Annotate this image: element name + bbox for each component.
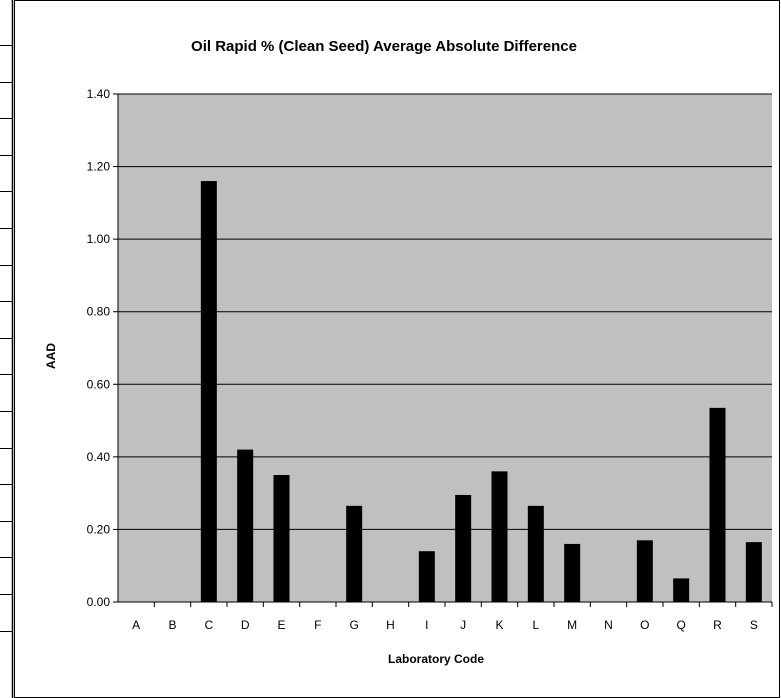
bar-e: [273, 475, 290, 602]
y-tick-label: 1.00: [87, 232, 111, 246]
x-tick-label: D: [241, 618, 250, 632]
bar-j: [455, 494, 472, 602]
x-tick-label: S: [750, 618, 758, 632]
bar-c: [200, 181, 217, 603]
y-tick-label: 0.40: [87, 450, 111, 464]
chart-title: Oil Rapid % (Clean Seed) Average Absolut…: [191, 38, 577, 55]
x-tick-label: G: [349, 618, 358, 632]
y-tick-label: 0.20: [87, 522, 111, 536]
x-tick-label: K: [495, 618, 503, 632]
x-tick-label: R: [713, 618, 722, 632]
bar-l: [527, 505, 544, 602]
bar-s: [745, 542, 762, 602]
x-axis-label: Laboratory Code: [388, 652, 484, 666]
y-tick-label: 0.00: [87, 595, 111, 609]
x-tick-label: C: [204, 618, 213, 632]
bar-d: [237, 449, 254, 602]
x-tick-label: M: [567, 618, 577, 632]
bar-o: [636, 540, 653, 602]
x-tick-label: F: [314, 618, 321, 632]
y-tick-label: 1.40: [87, 87, 111, 101]
bars: [200, 181, 762, 603]
x-tick-label: B: [168, 618, 176, 632]
x-tick-label: N: [604, 618, 613, 632]
gridlines: [118, 93, 772, 530]
x-tick-label: Q: [676, 618, 685, 632]
y-axis-ticks: 0.00 0.20 0.40 0.60 0.80 1.00 1.20 1.40: [87, 87, 118, 609]
bar-g: [346, 505, 363, 602]
bar-q: [673, 578, 690, 602]
y-tick-label: 1.20: [87, 160, 111, 174]
x-tick-label: I: [425, 618, 428, 632]
x-tick-label: O: [640, 618, 649, 632]
y-tick-label: 0.60: [87, 377, 111, 391]
x-tick-label: L: [532, 618, 539, 632]
y-axis-label: AAD: [44, 343, 58, 369]
left-edge-table-lines: [0, 0, 14, 698]
y-tick-label: 0.80: [87, 305, 111, 319]
bar-k: [491, 471, 508, 602]
x-tick-label: H: [386, 618, 395, 632]
bar-m: [564, 543, 581, 602]
x-tick-label: A: [132, 618, 140, 632]
bar-r: [709, 407, 726, 602]
x-tick-label: E: [277, 618, 285, 632]
x-tick-label: J: [460, 618, 466, 632]
plot-area: [118, 94, 772, 602]
bar-i: [418, 551, 435, 602]
